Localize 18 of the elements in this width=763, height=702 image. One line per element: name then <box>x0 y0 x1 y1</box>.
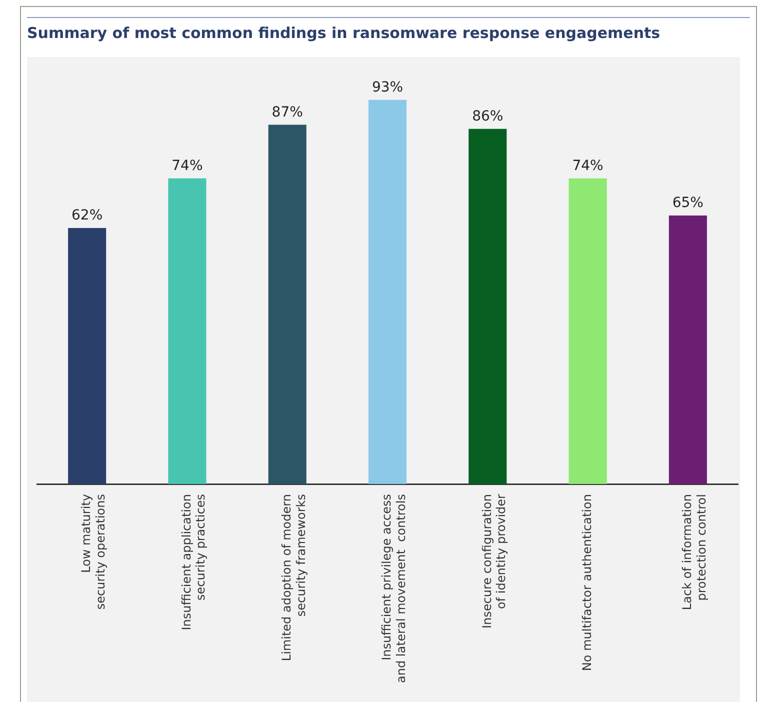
bar <box>68 228 106 484</box>
x-tick-label: No multifactor authentication <box>580 494 594 672</box>
data-label: 86% <box>472 108 504 124</box>
bar <box>168 178 206 484</box>
data-label: 62% <box>72 208 103 224</box>
data-label: 74% <box>572 158 604 174</box>
bar <box>568 178 607 484</box>
data-label: 93% <box>372 80 404 96</box>
bar <box>368 100 407 484</box>
chart-title: Summary of most common findings in ransomware response engagements <box>27 24 660 42</box>
bar <box>468 128 507 484</box>
bar <box>268 124 306 484</box>
bar <box>668 216 707 484</box>
data-label: 87% <box>272 104 303 120</box>
x-tick-label: Lack of information protection control <box>680 494 708 610</box>
data-label: 74% <box>172 158 203 174</box>
x-tick-label: Low maturity security operations <box>79 494 108 610</box>
data-label: 65% <box>672 195 704 212</box>
